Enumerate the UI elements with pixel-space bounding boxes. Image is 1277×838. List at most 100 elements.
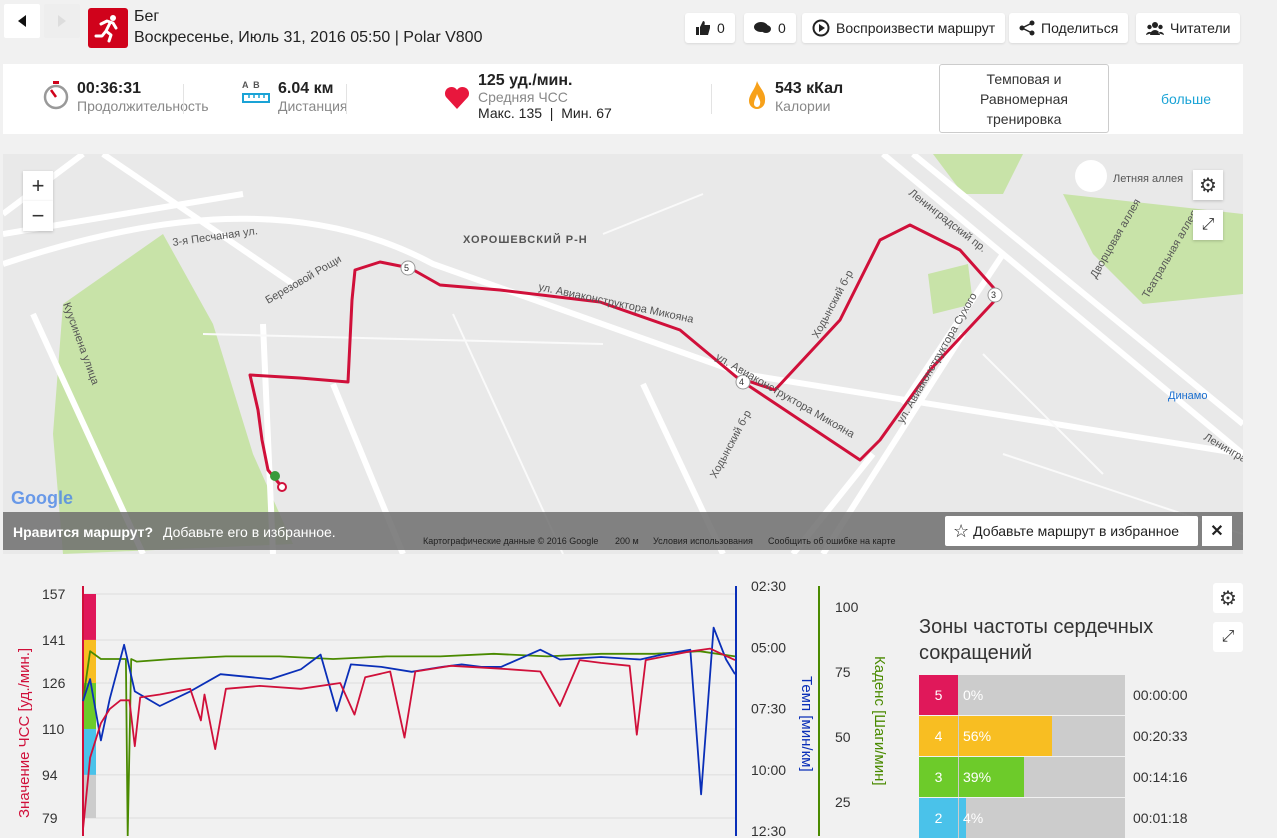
hr-tick-label: 94: [42, 767, 58, 783]
zone-percent: 56%: [963, 728, 992, 744]
pace-tick-label: 10:00: [751, 762, 786, 778]
pace-axis-label: Темп [мин/км]: [798, 676, 815, 772]
route-line: [248, 223, 1002, 488]
share-label: Поделиться: [1041, 20, 1119, 36]
zone-bar-fill: [959, 757, 1024, 797]
running-sport-icon: [88, 8, 128, 48]
zone-percent: 4%: [963, 810, 984, 826]
zone-number: 3: [919, 757, 958, 797]
zone-time: 00:01:18: [1133, 810, 1188, 826]
cadence-axis-label: Каденс [Шаги/мин]: [871, 656, 888, 786]
zoom-in-button[interactable]: +: [23, 171, 53, 201]
map-terms-link[interactable]: Условия использования: [653, 536, 753, 546]
banner-question: Нравится маршрут?: [13, 524, 154, 540]
zone-band-5: [84, 594, 96, 640]
avg-hr-value: 125 уд./мин.: [478, 72, 573, 89]
thumbs-up-icon: [696, 21, 710, 35]
zoom-out-button[interactable]: −: [23, 201, 53, 231]
ruler-icon: [242, 93, 270, 103]
hr-tick-label: 126: [42, 675, 66, 691]
hr-zone-row: 3 39% 00:14:16: [919, 757, 1188, 797]
route-marker: 4: [739, 377, 744, 387]
fullscreen-icon: ⤢: [1221, 628, 1235, 645]
hr-axis-label: Значение ЧСС [уд./мин.]: [16, 647, 33, 818]
route-map[interactable]: 5 4 3 ХОРОШЕВСКИЙ Р-Н 3-я Песчаная ул. у…: [3, 154, 1243, 554]
cadence-tick-label: 25: [835, 794, 851, 810]
map-scale: 200 м: [615, 536, 639, 546]
duration-value: 00:36:31: [77, 80, 142, 97]
hr-min-max: Макс. 135 | Мин. 67: [478, 105, 612, 121]
more-link[interactable]: больше: [1161, 91, 1211, 107]
duration-label: Продолжительность: [77, 98, 209, 114]
session-subtitle: Воскресенье, Июль 31, 2016 05:50 | Polar…: [134, 29, 483, 46]
arrow-left-icon: [18, 15, 26, 27]
chart-fullscreen-button[interactable]: ⤢: [1213, 622, 1243, 652]
share-button[interactable]: Поделиться: [1009, 13, 1129, 43]
favorite-banner: Нравится маршрут? Добавьте его в избранн…: [3, 512, 1243, 550]
close-banner-button[interactable]: ✕: [1202, 516, 1232, 546]
chart-settings-button[interactable]: ⚙: [1213, 583, 1243, 613]
people-icon: [1146, 22, 1164, 35]
avg-hr-label: Средняя ЧСС: [478, 89, 568, 105]
comment-count: 0: [778, 20, 786, 36]
like-count: 0: [717, 20, 725, 36]
hr-zone-row: 2 4% 00:01:18: [919, 798, 1188, 838]
zone-number: 4: [919, 716, 958, 756]
back-button[interactable]: [4, 4, 40, 38]
activity-chart[interactable]: 157 141 126 110 94 79 02:30 05:00 07:30 10:00 12:3…: [0, 0, 900, 836]
summary-panel: 00:36:31 Продолжительность A B 6.04 км Дис…: [3, 64, 1243, 134]
map-label: ХОРОШЕВСКИЙ Р-Н: [463, 233, 588, 246]
hr-zone-row: 4 56% 00:20:33: [919, 716, 1188, 756]
zone-percent: 39%: [963, 769, 992, 785]
fullscreen-icon: ⤢: [1201, 216, 1215, 233]
arrow-right-icon: [58, 15, 66, 27]
flame-icon: [749, 81, 766, 109]
zone-bar-fill: [959, 716, 1052, 756]
map-fullscreen-button[interactable]: ⤢: [1193, 210, 1223, 240]
gear-icon: ⚙: [1199, 174, 1217, 197]
stopwatch-icon: [43, 81, 69, 110]
distance-ab-label: A B: [242, 80, 260, 90]
distance-value: 6.04 км: [278, 80, 334, 97]
map-tiles: 5 4 3 ХОРОШЕВСКИЙ Р-Н 3-я Песчаная ул. у…: [3, 154, 1243, 554]
google-logo: Google: [11, 488, 73, 508]
pace-tick-label: 02:30: [751, 578, 786, 594]
zone-time: 00:00:00: [1133, 687, 1188, 703]
play-icon: [812, 19, 830, 37]
play-route-button[interactable]: Воспроизвести маршрут: [802, 13, 1006, 43]
banner-text: Добавьте его в избранное.: [163, 524, 336, 540]
map-report-link[interactable]: Сообщить об ошибке на карте: [768, 536, 896, 546]
distance-label: Дистанция: [278, 98, 348, 114]
heart-icon: [444, 86, 470, 109]
hr-tick-label: 141: [42, 632, 66, 648]
calories-value: 543 кКал: [775, 80, 844, 97]
training-type-button[interactable]: Темповая и Равномерная тренировка: [939, 64, 1109, 133]
pace-tick-label: 12:30: [751, 823, 786, 836]
map-settings-button[interactable]: ⚙: [1193, 170, 1223, 200]
hr-zone-row: 5 0% 00:00:00: [919, 675, 1188, 715]
series-line-hr: [82, 647, 736, 830]
add-favorite-button[interactable]: ☆ Добавьте маршрут в избранное: [945, 516, 1198, 546]
sport-name: Бег: [134, 8, 160, 25]
like-button[interactable]: 0: [685, 13, 735, 43]
followers-button[interactable]: Читатели: [1136, 13, 1241, 43]
zone-time: 00:20:33: [1133, 728, 1188, 744]
star-icon: ☆: [953, 520, 970, 541]
share-icon: [1019, 20, 1035, 36]
followers-label: Читатели: [1170, 20, 1231, 36]
map-label: Летняя аллея: [1113, 173, 1183, 185]
cadence-tick-label: 100: [835, 599, 859, 615]
zone-percent: 0%: [963, 687, 984, 703]
series-line-cadence: [82, 650, 736, 836]
zone-band-2: [84, 728, 96, 775]
cadence-tick-label: 75: [835, 664, 851, 680]
zone-number: 5: [919, 675, 958, 715]
calories-label: Калории: [775, 98, 831, 114]
hr-zones-title: Зоны частоты сердечных сокращений: [919, 616, 1154, 664]
comments-button[interactable]: 0: [744, 13, 796, 43]
map-attribution: Картографические данные © 2016 Google: [423, 536, 599, 546]
forward-button[interactable]: [44, 4, 80, 38]
hr-tick-label: 157: [42, 586, 66, 602]
map-label: Динамо: [1168, 390, 1207, 402]
pace-tick-label: 05:00: [751, 639, 786, 655]
